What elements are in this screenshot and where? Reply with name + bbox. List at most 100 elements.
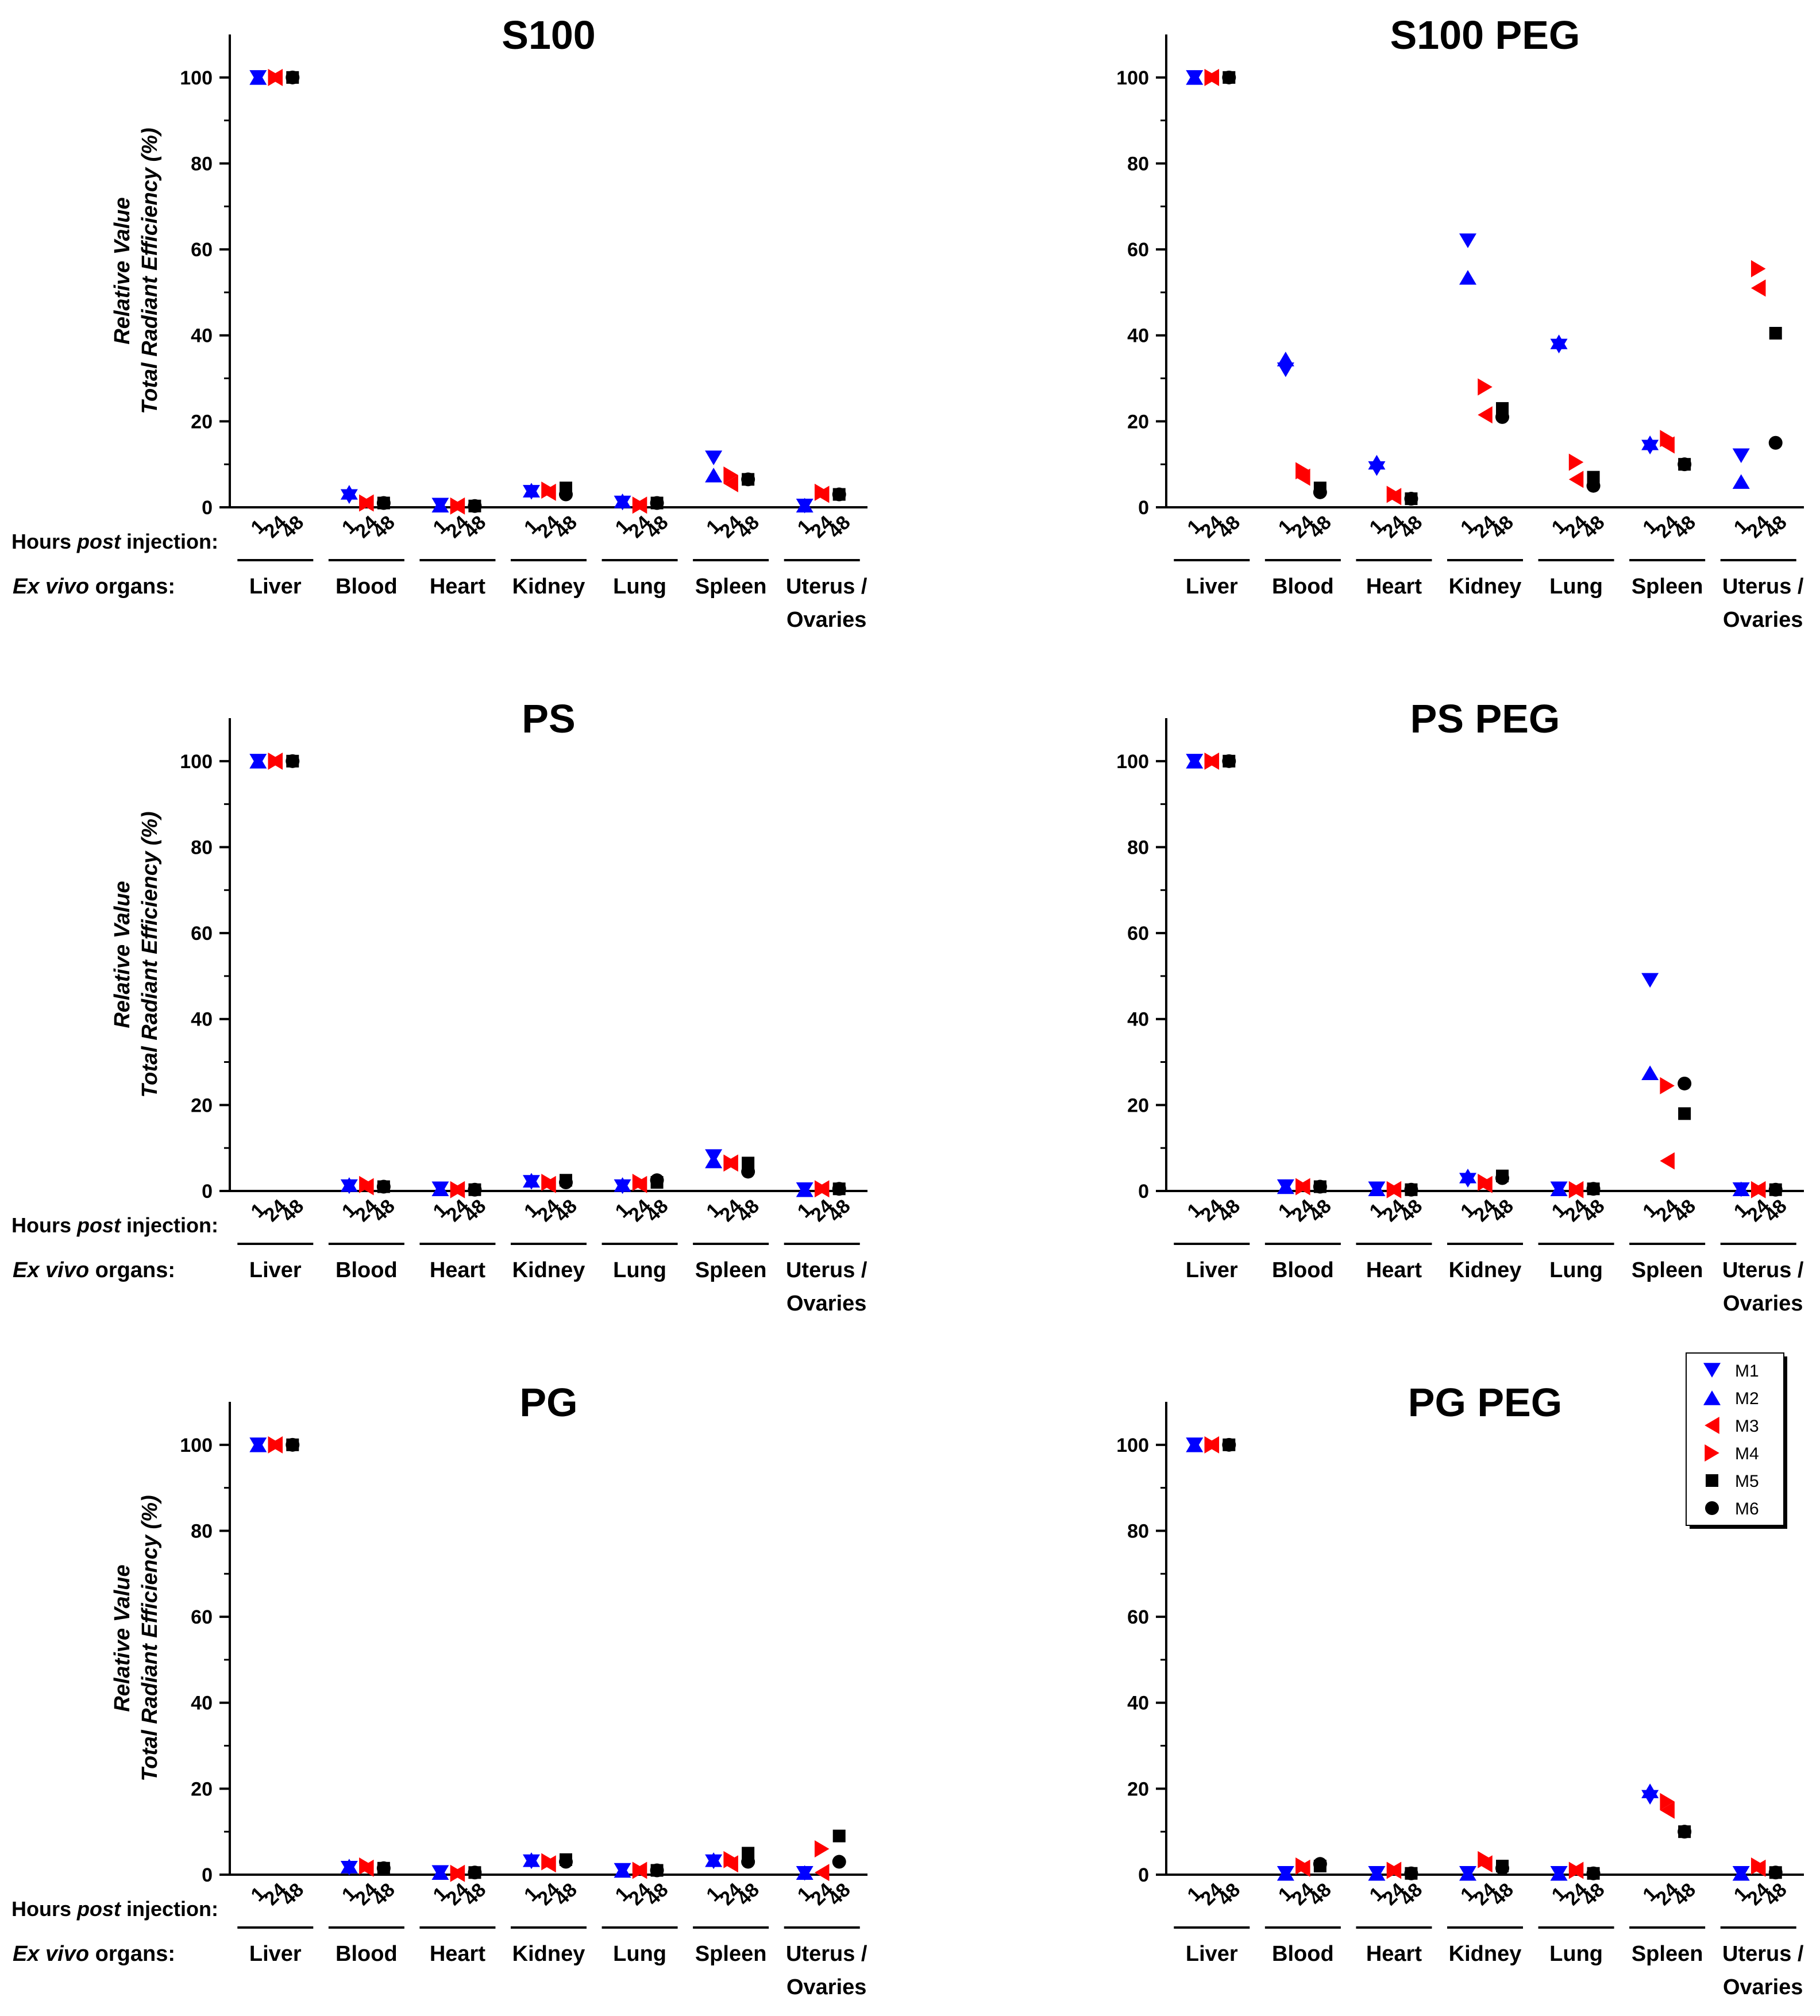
y-tick-label: 100 xyxy=(180,67,213,89)
data-point-M6 xyxy=(376,1861,391,1875)
y-tick-label: 40 xyxy=(1127,1693,1149,1714)
hour-label-text: 48 xyxy=(1305,1195,1336,1226)
data-point-M2 xyxy=(523,483,540,498)
organ-label: Heart xyxy=(1366,1258,1422,1282)
hour-label: 48 xyxy=(1214,511,1245,542)
data-point-M6 xyxy=(286,1437,300,1452)
hour-label: 48 xyxy=(1760,1879,1791,1910)
organ-label: Liver xyxy=(249,1258,302,1282)
organ-label-line2: Ovaries xyxy=(786,1292,866,1316)
hour-label-text: 48 xyxy=(1305,511,1336,542)
data-point-M6 xyxy=(1495,410,1509,424)
data-point-M4 xyxy=(1568,1181,1584,1198)
data-point-M4 xyxy=(1386,485,1402,503)
hour-label: 48 xyxy=(824,1195,855,1226)
chart-title: PS xyxy=(522,696,575,741)
organ-label: Lung xyxy=(613,575,666,599)
legend: M1 M2 M3 M4 M5 M6 xyxy=(1686,1352,1787,1529)
chart-title: S100 xyxy=(502,13,595,57)
data-point-M4 xyxy=(1750,260,1766,277)
hour-label: 48 xyxy=(1669,1879,1701,1910)
data-point-M6 xyxy=(1404,1182,1418,1197)
data-point-M6 xyxy=(468,1182,482,1197)
hour-label: 48 xyxy=(368,1195,399,1226)
data-point-M4 xyxy=(723,1154,738,1172)
data-point-M6 xyxy=(832,1855,846,1869)
organ-label: Kidney xyxy=(512,1258,585,1282)
y-tick-label: 20 xyxy=(1127,1094,1149,1116)
y-tick-label: 80 xyxy=(191,837,213,858)
hour-label-text: 48 xyxy=(1578,1195,1609,1226)
data-point-M2 xyxy=(431,1865,449,1880)
organ-label: Uterus / xyxy=(786,575,867,599)
data-point-M2 xyxy=(1641,1783,1659,1798)
organ-label-line2: Ovaries xyxy=(786,608,866,632)
data-point-M2 xyxy=(614,1177,631,1192)
y-tick-label: 20 xyxy=(191,411,213,433)
y-label-line2: Total Radiant Efficiency (%) xyxy=(138,811,162,1097)
data-point-M6 xyxy=(1678,1076,1692,1090)
y-tick-label: 80 xyxy=(191,1520,213,1542)
data-point-M4 xyxy=(1568,1861,1584,1879)
hour-label-text: 48 xyxy=(642,511,673,542)
data-point-M1 xyxy=(705,450,723,465)
organ-label: Heart xyxy=(1366,1942,1422,1966)
data-point-M2 xyxy=(340,1859,358,1874)
legend-label: M3 xyxy=(1735,1417,1759,1436)
hour-label-text: 48 xyxy=(368,511,399,542)
chart-panel-4: PG 0 20 40 60 80 100 Relative Value Total Radian… xyxy=(11,1380,867,1999)
data-point-M4 xyxy=(450,1181,465,1198)
hours-post-injection-label: Hours post injection: xyxy=(11,1213,218,1237)
y-tick-label: 80 xyxy=(1127,1520,1149,1542)
chart-panel-0: S100 0 20 40 60 80 100 Relative Value Total Radi… xyxy=(11,13,867,632)
hour-label: 48 xyxy=(550,511,581,542)
data-point-M2 xyxy=(705,1852,723,1867)
data-point-M2 xyxy=(1641,1065,1659,1080)
y-axis-label: Relative Value Total Radiant Efficiency (… xyxy=(110,811,162,1097)
legend-box xyxy=(1686,1352,1784,1526)
organ-label: Kidney xyxy=(512,1942,585,1966)
hour-label: 48 xyxy=(824,511,855,542)
data-point-M4 xyxy=(1750,1181,1766,1198)
organ-label: Uterus / xyxy=(1722,575,1804,599)
organ-label: Liver xyxy=(249,575,302,599)
data-point-M2 xyxy=(1277,1866,1294,1881)
hour-label-text: 48 xyxy=(824,1879,855,1910)
data-point-M2 xyxy=(431,498,449,513)
organ-label: Liver xyxy=(1186,1258,1238,1282)
y-tick-label: 0 xyxy=(1138,1181,1149,1202)
organ-label: Liver xyxy=(1186,1942,1238,1966)
y-label-line1: Relative Value xyxy=(110,197,134,344)
organ-label: Uterus / xyxy=(786,1258,867,1282)
y-tick-label: 80 xyxy=(1127,153,1149,175)
data-point-M4 xyxy=(723,1851,738,1868)
hour-label: 48 xyxy=(733,1879,764,1910)
y-tick-label: 40 xyxy=(1127,325,1149,347)
hour-label: 48 xyxy=(1578,511,1609,542)
chart-panel-1: S100 PEG02040608010012448Liver12448Blood… xyxy=(1116,13,1804,632)
chart-panel-3: PS PEG02040608010012448Liver12448Blood12… xyxy=(1116,696,1804,1316)
data-point-M5 xyxy=(1769,326,1782,340)
hour-label-text: 48 xyxy=(1396,1879,1427,1910)
legend-label: M2 xyxy=(1735,1389,1759,1408)
hour-label: 48 xyxy=(1396,511,1427,542)
hour-label: 48 xyxy=(1396,1195,1427,1226)
hour-label: 48 xyxy=(642,1879,673,1910)
data-point-M6 xyxy=(741,1165,755,1179)
legend-marker-M4 xyxy=(1705,1444,1719,1462)
data-point-M4 xyxy=(268,68,283,86)
organ-label: Lung xyxy=(1549,1258,1603,1282)
hours-post-injection-label: Hours post injection: xyxy=(11,530,218,553)
organ-label: Uterus / xyxy=(1722,1258,1804,1282)
data-point-M4 xyxy=(632,1861,647,1879)
data-point-M2 xyxy=(1459,269,1476,285)
data-point-M4 xyxy=(1204,752,1220,770)
chart-panel-2: PS 0 20 40 60 80 100 Relative Value Total Radian… xyxy=(11,696,867,1316)
y-tick-label: 100 xyxy=(1116,67,1149,89)
data-point-M5 xyxy=(1678,1107,1691,1120)
data-point-M4 xyxy=(541,481,556,499)
data-point-M3 xyxy=(1750,279,1766,297)
hour-label-text: 48 xyxy=(1760,1195,1791,1226)
hour-label: 48 xyxy=(642,1195,673,1226)
data-point-M2 xyxy=(1186,1437,1204,1452)
